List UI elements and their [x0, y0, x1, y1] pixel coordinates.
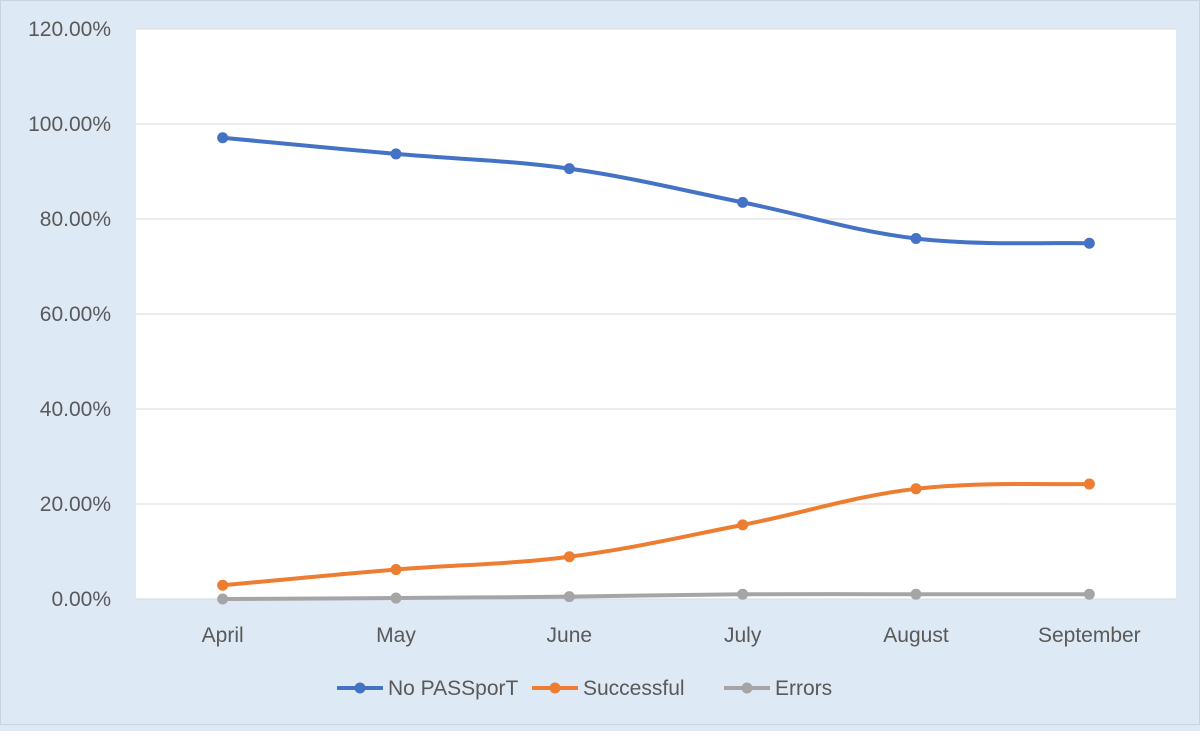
legend-marker [354, 682, 366, 694]
data-point [737, 519, 749, 531]
data-point [390, 564, 402, 576]
legend-item: Errors [724, 677, 832, 700]
data-point [910, 588, 922, 600]
y-tick-label: 100.00% [28, 113, 111, 136]
legend-marker [549, 682, 561, 694]
x-tick-label: June [547, 624, 593, 647]
legend-marker [741, 682, 753, 694]
data-point [217, 132, 229, 144]
data-point [737, 196, 749, 208]
data-point [390, 592, 402, 604]
data-point [217, 593, 229, 605]
legend-item: No PASSporT [337, 677, 518, 700]
y-tick-label: 120.00% [28, 18, 111, 41]
data-point [737, 588, 749, 600]
series-successful [217, 478, 1095, 591]
x-tick-label: August [883, 624, 949, 647]
y-tick-label: 40.00% [40, 398, 111, 421]
y-axis-tick-labels: 0.00% 20.00% 40.00% 60.00% 80.00% 100.00% 120.… [28, 18, 111, 611]
data-point [217, 579, 229, 591]
data-point [1083, 237, 1095, 249]
x-tick-label: July [724, 624, 762, 647]
series-line [220, 135, 1092, 246]
data-point [563, 163, 575, 175]
x-axis-tick-labels: April May June July August September [202, 624, 1141, 647]
series-lines [217, 132, 1095, 605]
data-point [563, 591, 575, 603]
data-point [910, 232, 922, 244]
series-no-passport [217, 132, 1095, 249]
x-tick-label: September [1038, 624, 1141, 647]
legend-item: Successful [532, 677, 685, 700]
y-tick-label: 0.00% [51, 588, 111, 611]
y-tick-label: 80.00% [40, 208, 111, 231]
data-point [390, 148, 402, 160]
data-point [910, 483, 922, 495]
x-tick-label: May [376, 624, 416, 647]
data-point [1083, 588, 1095, 600]
legend-label: Successful [583, 677, 685, 700]
series-line [220, 481, 1092, 588]
legend-label: Errors [775, 677, 832, 700]
legend: No PASSporT Successful Errors [337, 677, 832, 700]
y-tick-label: 60.00% [40, 303, 111, 326]
data-point [563, 551, 575, 563]
data-point [1083, 478, 1095, 490]
x-tick-label: April [202, 624, 244, 647]
y-tick-label: 20.00% [40, 493, 111, 516]
legend-label: No PASSporT [388, 677, 518, 700]
series-line [220, 592, 1092, 601]
series-errors [217, 588, 1095, 605]
